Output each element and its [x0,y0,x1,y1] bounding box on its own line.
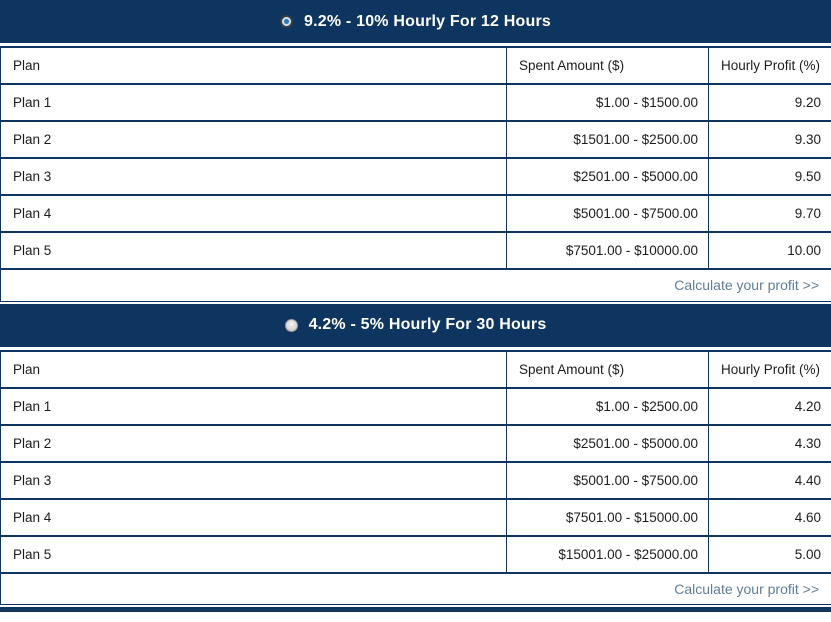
table-row: Plan 4 $5001.00 - $7500.00 9.70 [0,194,831,233]
spent-amount-cell: $7501.00 - $10000.00 [506,231,709,270]
hourly-profit-cell: 9.50 [708,157,831,196]
spent-amount-cell: $1.00 - $2500.00 [506,386,709,426]
plan-name-cell: Plan 4 [0,194,507,233]
spent-amount-cell: $1.00 - $1500.00 [506,83,709,122]
next-plan-header-partial [0,607,831,612]
table-row: Plan 3 $5001.00 - $7500.00 4.40 [0,460,831,500]
plan-2-header-bar: 4.2% - 5% Hourly For 30 Hours [0,303,831,347]
table-row: Plan 5 $7501.00 - $10000.00 10.00 [0,231,831,270]
plan-section-2: 4.2% - 5% Hourly For 30 Hours Plan Spent… [0,303,831,605]
table-row: Plan 2 $2501.00 - $5000.00 4.30 [0,423,831,463]
plan-2-radio-unselected-icon[interactable] [284,318,298,332]
plan-2-table: Plan Spent Amount ($) Hourly Profit (%) … [0,349,831,605]
column-header-profit: Hourly Profit (%) [708,349,831,389]
spent-amount-cell: $1501.00 - $2500.00 [506,120,709,159]
plan-name-cell: Plan 1 [0,386,507,426]
spent-amount-cell: $2501.00 - $5000.00 [506,157,709,196]
hourly-profit-cell: 9.20 [708,83,831,122]
column-header-spent: Spent Amount ($) [506,46,709,85]
plan-name-cell: Plan 4 [0,497,507,537]
plan-name-cell: Plan 2 [0,423,507,463]
calculate-profit-link[interactable]: Calculate your profit >> [674,580,819,597]
hourly-profit-cell: 9.30 [708,120,831,159]
hourly-profit-cell: 4.40 [708,460,831,500]
plan-section-1: 9.2% - 10% Hourly For 12 Hours Plan Spen… [0,0,831,302]
table-header-row: Plan Spent Amount ($) Hourly Profit (%) [0,46,831,85]
table-row: Plan 4 $7501.00 - $15000.00 4.60 [0,497,831,537]
calculate-profit-link[interactable]: Calculate your profit >> [674,277,819,294]
table-footer-cell: Calculate your profit >> [0,572,831,605]
column-header-profit: Hourly Profit (%) [708,46,831,85]
hourly-profit-cell: 10.00 [708,231,831,270]
hourly-profit-cell: 9.70 [708,194,831,233]
column-header-spent: Spent Amount ($) [506,349,709,389]
plan-name-cell: Plan 2 [0,120,507,159]
plan-1-radio-selected-icon[interactable] [280,15,294,28]
plan-1-table: Plan Spent Amount ($) Hourly Profit (%) … [0,46,831,302]
table-footer-row: Calculate your profit >> [0,572,831,605]
table-row: Plan 2 $1501.00 - $2500.00 9.30 [0,120,831,159]
table-footer-row: Calculate your profit >> [0,268,831,302]
column-header-plan: Plan [0,46,507,85]
plan-name-cell: Plan 1 [0,83,507,122]
spent-amount-cell: $2501.00 - $5000.00 [506,423,709,463]
spent-amount-cell: $5001.00 - $7500.00 [506,194,709,233]
table-row: Plan 1 $1.00 - $1500.00 9.20 [0,83,831,122]
spent-amount-cell: $15001.00 - $25000.00 [506,534,709,574]
plan-name-cell: Plan 3 [0,460,507,500]
plan-name-cell: Plan 5 [0,534,507,574]
hourly-profit-cell: 4.30 [708,423,831,463]
table-row: Plan 5 $15001.00 - $25000.00 5.00 [0,534,831,574]
plan-1-title: 9.2% - 10% Hourly For 12 Hours [304,12,551,30]
spent-amount-cell: $7501.00 - $15000.00 [506,497,709,537]
table-row: Plan 3 $2501.00 - $5000.00 9.50 [0,157,831,196]
table-header-row: Plan Spent Amount ($) Hourly Profit (%) [0,349,831,389]
hourly-profit-cell: 4.20 [708,386,831,426]
table-footer-cell: Calculate your profit >> [0,268,831,302]
plan-name-cell: Plan 3 [0,157,507,196]
spent-amount-cell: $5001.00 - $7500.00 [506,460,709,500]
radio-dot-icon [284,19,290,24]
hourly-profit-cell: 4.60 [708,497,831,537]
hourly-profit-cell: 5.00 [708,534,831,574]
table-row: Plan 1 $1.00 - $2500.00 4.20 [0,386,831,426]
plan-1-header-bar: 9.2% - 10% Hourly For 12 Hours [0,0,831,43]
plan-name-cell: Plan 5 [0,231,507,270]
plan-2-title: 4.2% - 5% Hourly For 30 Hours [308,316,547,333]
column-header-plan: Plan [0,349,507,389]
